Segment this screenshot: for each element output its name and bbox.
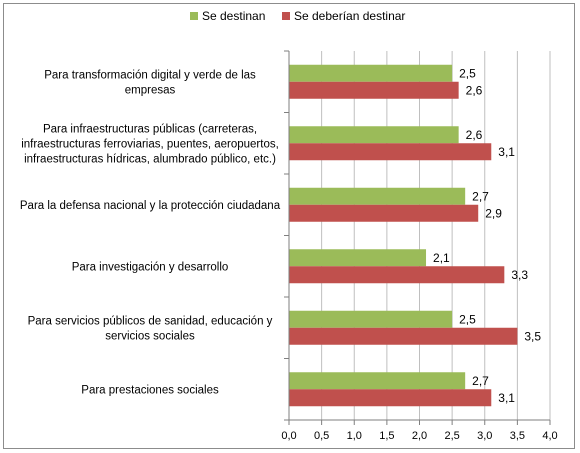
data-label: 3,5 bbox=[524, 329, 541, 343]
bar bbox=[289, 187, 466, 205]
bar bbox=[289, 389, 492, 407]
bar bbox=[289, 310, 453, 328]
bar bbox=[289, 81, 459, 99]
x-tick-label: 1,0 bbox=[347, 430, 362, 442]
bar bbox=[289, 327, 518, 345]
legend-swatch bbox=[190, 12, 198, 20]
x-tick-label: 0,0 bbox=[281, 430, 296, 442]
category-label: Para la defensa nacional y la protección… bbox=[20, 200, 281, 212]
data-label: 2,9 bbox=[485, 206, 502, 220]
data-label: 3,3 bbox=[511, 268, 528, 282]
bar bbox=[289, 204, 479, 222]
data-label: 2,5 bbox=[459, 66, 476, 80]
bar bbox=[289, 372, 466, 390]
bar bbox=[289, 126, 459, 144]
x-tick-label: 4,0 bbox=[542, 430, 557, 442]
category-label: Para investigación y desarrollo bbox=[72, 261, 229, 273]
data-label: 2,6 bbox=[466, 128, 483, 142]
category-label: Para servicios públicos de sanidad, educ… bbox=[28, 315, 273, 342]
x-tick-label: 1,5 bbox=[379, 430, 394, 442]
data-label: 2,7 bbox=[472, 189, 489, 203]
bar bbox=[289, 249, 427, 267]
bar bbox=[289, 143, 492, 161]
data-label: 2,7 bbox=[472, 374, 489, 388]
data-label: 3,1 bbox=[498, 145, 515, 159]
legend-swatch bbox=[282, 12, 290, 20]
data-label: 3,1 bbox=[498, 391, 515, 405]
data-label: 2,6 bbox=[466, 83, 483, 97]
legend-label: Se destinan bbox=[202, 9, 265, 23]
data-label: 2,1 bbox=[433, 251, 450, 265]
x-tick-label: 3,0 bbox=[477, 430, 492, 442]
legend-label: Se deberían destinar bbox=[294, 9, 405, 23]
x-tick-label: 2,0 bbox=[412, 430, 427, 442]
bar bbox=[289, 64, 453, 82]
category-label: Para infraestructuras públicas (carreter… bbox=[21, 123, 279, 165]
x-tick-label: 0,5 bbox=[314, 430, 329, 442]
category-label: Para transformación digital y verde de l… bbox=[44, 69, 256, 96]
data-label: 2,5 bbox=[459, 312, 476, 326]
x-tick-label: 3,5 bbox=[510, 430, 525, 442]
category-label: Para prestaciones sociales bbox=[81, 384, 219, 396]
x-tick-label: 2,5 bbox=[444, 430, 459, 442]
bar bbox=[289, 266, 505, 284]
